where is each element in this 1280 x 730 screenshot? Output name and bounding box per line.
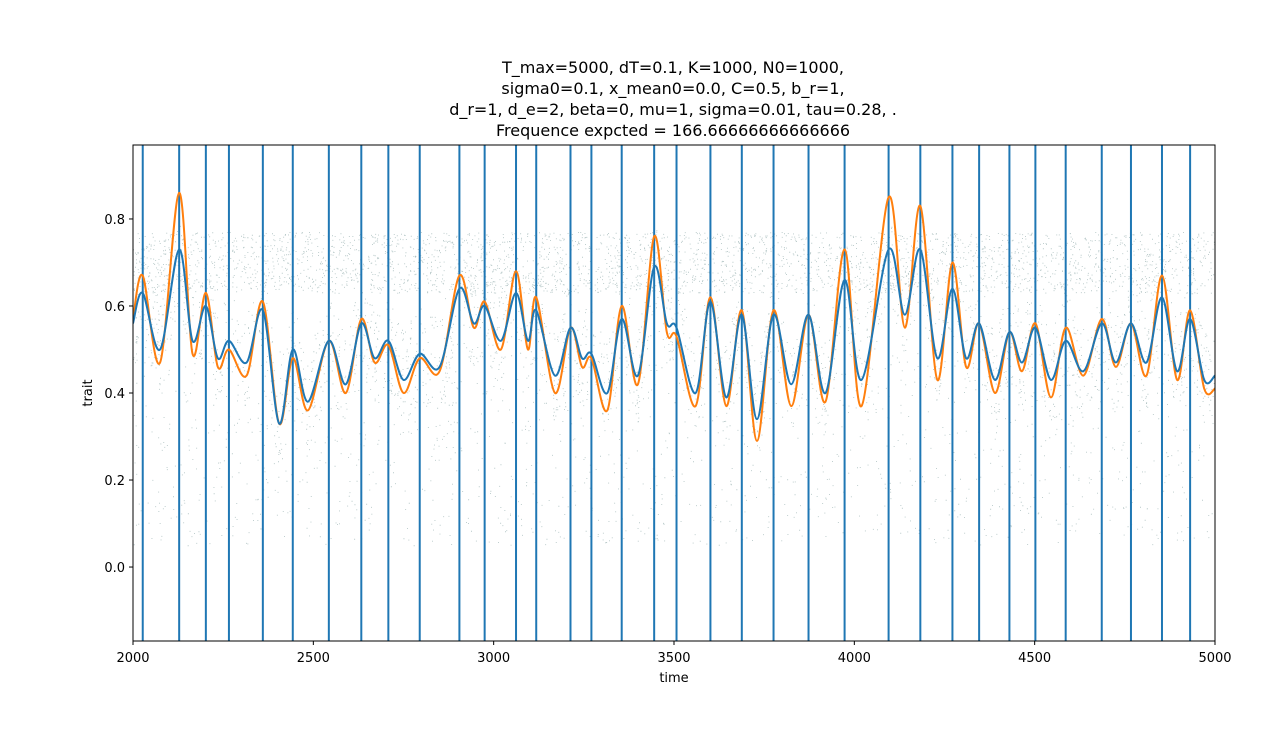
chart-title-line-4: Frequence expcted = 166.66666666666666 — [495, 121, 851, 140]
chart-title-line-2: sigma0=0.1, x_mean0=0.0, C=0.5, b_r=1, — [501, 79, 845, 98]
x-tick-label: 2000 — [116, 651, 149, 666]
y-tick-label: 0.4 — [104, 387, 125, 402]
vertical-lines — [141, 145, 1192, 641]
y-axis-label: trait — [81, 379, 96, 406]
y-tick-label: 0.6 — [104, 300, 125, 315]
chart-title-line-3: d_r=1, d_e=2, beta=0, mu=1, sigma=0.01, … — [449, 100, 897, 119]
scatter-cloud — [133, 203, 1215, 547]
x-tick-label: 4000 — [838, 651, 871, 666]
x-axis: 2000 2500 3000 3500 4000 4500 5000 — [116, 641, 1232, 666]
scatter-points — [133, 203, 1215, 547]
y-axis: 0.0 0.2 0.4 0.6 0.8 — [104, 213, 133, 576]
x-tick-label: 3500 — [657, 651, 690, 666]
x-tick-label: 4500 — [1018, 651, 1051, 666]
y-tick-label: 0.0 — [104, 561, 125, 576]
x-tick-label: 2500 — [297, 651, 330, 666]
x-tick-label: 5000 — [1198, 651, 1231, 666]
y-tick-label: 0.8 — [104, 213, 125, 228]
series-blue-line — [133, 247, 1215, 425]
x-tick-label: 3000 — [477, 651, 510, 666]
series-orange-line — [133, 191, 1215, 442]
y-tick-label: 0.2 — [104, 474, 125, 489]
x-axis-label: time — [659, 671, 688, 686]
chart-title-line-1: T_max=5000, dT=0.1, K=1000, N0=1000, — [501, 58, 845, 77]
series-lines — [133, 191, 1215, 442]
